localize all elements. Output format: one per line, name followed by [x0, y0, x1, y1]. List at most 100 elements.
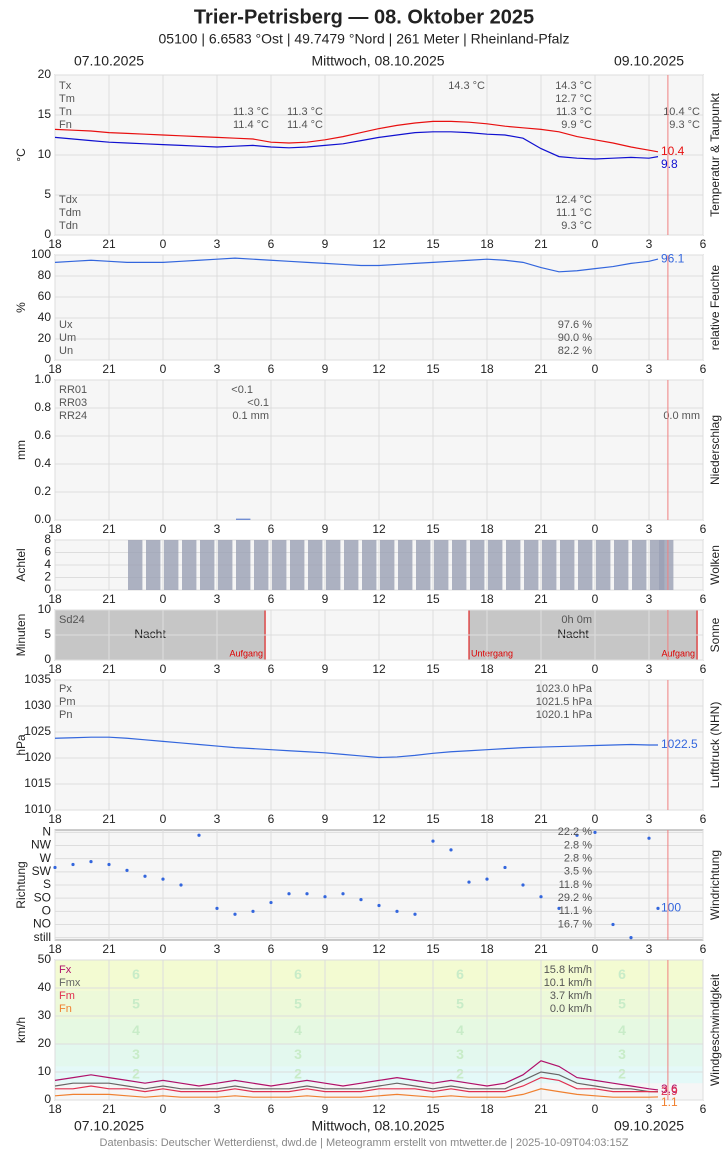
date-mid: Mittwoch, 08.10.2025 [311, 53, 444, 69]
x-tick-label: 18 [480, 662, 494, 676]
date-left: 07.10.2025 [74, 1118, 144, 1134]
x-tick-label: 0 [592, 662, 599, 676]
series-line [54, 1071, 658, 1093]
sunrise-label: Aufgang [230, 648, 264, 658]
stat-label: Fx [59, 964, 72, 976]
x-tick-label: 21 [102, 1102, 116, 1116]
bar [380, 540, 395, 590]
stat-label: Pm [59, 696, 76, 708]
side-title: Sonne [708, 617, 722, 652]
x-tick-label: 3 [646, 942, 653, 956]
y-axis-label: Richtung [14, 861, 28, 908]
x-tick-label: 3 [214, 522, 221, 536]
point [521, 883, 525, 887]
footer: Datenbasis: Deutscher Wetterdienst, dwd.… [100, 1137, 629, 1149]
x-tick-label: 15 [426, 662, 440, 676]
y-tick-label: 2 [44, 570, 51, 584]
sunrise-label: Aufgang [662, 648, 696, 658]
x-tick-label: 21 [102, 237, 116, 251]
beaufort-label: 3 [456, 1046, 464, 1062]
side-title: Windgeschwindigkeit [708, 973, 722, 1086]
x-tick-label: 0 [160, 1102, 167, 1116]
stat-value: 10.4 °C [663, 106, 700, 118]
stat-value: 1023.0 hPa [536, 683, 593, 695]
x-tick-label: 6 [268, 812, 275, 826]
bar [308, 540, 323, 590]
x-tick-label: 9 [322, 942, 329, 956]
night-label: Nacht [134, 627, 166, 641]
point [197, 833, 201, 837]
stat-value: 1020.1 hPa [536, 709, 593, 721]
y-tick-label: O [42, 904, 51, 918]
stat-label: Tdn [59, 220, 78, 232]
stat-value: 97.6 % [558, 319, 592, 331]
y-tick-label: 15 [38, 107, 52, 121]
y-tick-label: W [40, 851, 52, 865]
direction-share: 2.8 % [564, 853, 592, 865]
end-label: 1022.5 [661, 737, 698, 751]
stat-value: 12.4 °C [555, 194, 592, 206]
x-tick-label: 9 [322, 522, 329, 536]
x-tick-label: 6 [700, 1102, 707, 1116]
date-mid: Mittwoch, 08.10.2025 [311, 1118, 444, 1134]
stat-value: 9.3 °C [561, 220, 592, 232]
y-tick-label: still [34, 930, 51, 944]
bar [344, 540, 359, 590]
y-axis-label: mm [14, 440, 28, 460]
x-tick-label: 6 [268, 942, 275, 956]
beaufort-label: 3 [294, 1046, 302, 1062]
series-line [54, 1088, 659, 1098]
stat-value: 11.3 °C [556, 106, 592, 118]
x-tick-label: 12 [372, 592, 386, 606]
x-tick-label: 9 [322, 362, 329, 376]
bar [164, 540, 179, 590]
x-tick-label: 6 [268, 237, 275, 251]
beaufort-label: 6 [132, 966, 140, 982]
beaufort-label: 3 [132, 1046, 140, 1062]
stat-label: Tdx [59, 194, 78, 206]
stat-label: Fn [59, 1003, 72, 1015]
x-tick-label: 21 [102, 662, 116, 676]
y-tick-label: N [42, 825, 51, 839]
point [251, 909, 255, 913]
stat-label: Sd24 [59, 614, 85, 626]
side-title: Temperatur & Taupunkt [708, 92, 722, 217]
y-tick-label: 1.0 [34, 372, 51, 386]
side-title: relative Feuchte [708, 264, 722, 350]
point [377, 903, 381, 908]
y-tick-label: 1030 [24, 698, 51, 712]
end-label: 3.6 [661, 1082, 678, 1096]
x-tick-label: 6 [268, 1102, 275, 1116]
bar [596, 540, 611, 590]
x-tick-label: 3 [214, 237, 221, 251]
stat-value: 3.7 km/h [550, 990, 592, 1002]
end-label: 96.1 [661, 251, 685, 265]
point [431, 839, 435, 843]
x-tick-label: 15 [426, 942, 440, 956]
stat-value: 0h 0m [561, 614, 592, 626]
point [143, 874, 147, 878]
x-tick-label: 15 [426, 812, 440, 826]
stat-value: 1021.5 hPa [536, 696, 593, 708]
x-tick-label: 3 [646, 362, 653, 376]
stat-value: 9.9 °C [561, 119, 592, 131]
x-tick-label: 18 [480, 592, 494, 606]
beaufort-label: 6 [456, 966, 464, 982]
y-tick-label: 40 [38, 310, 52, 324]
stat-value: 0.0 km/h [550, 1003, 592, 1015]
y-tick-label: 100 [31, 247, 51, 261]
point [287, 892, 291, 896]
bar [236, 518, 251, 520]
end-label: 2.9 [661, 1084, 678, 1098]
y-tick-label: NO [33, 917, 51, 931]
point [341, 892, 345, 896]
direction-share: 11.1 % [559, 905, 593, 917]
x-tick-label: 12 [372, 662, 386, 676]
night-label: Nacht [557, 627, 589, 641]
bar [290, 540, 305, 590]
stat-value: <0.1 [231, 384, 253, 396]
x-tick-label: 9 [322, 662, 329, 676]
x-tick-label: 6 [700, 237, 707, 251]
beaufort-label: 4 [132, 1022, 140, 1038]
x-tick-label: 15 [426, 522, 440, 536]
